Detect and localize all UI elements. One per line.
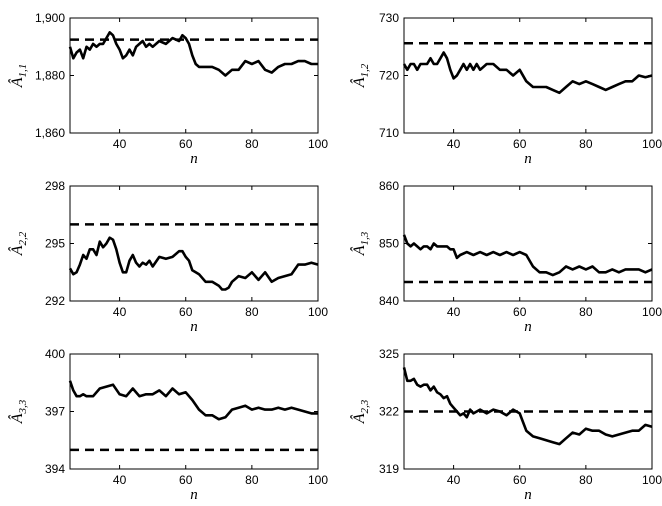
x-axis-label: n <box>524 151 532 167</box>
x-axis-label: n <box>524 319 532 335</box>
x-tick-label: 100 <box>308 473 328 487</box>
y-axis-label-symbol: Â <box>349 245 368 256</box>
y-tick-label: 325 <box>379 347 399 361</box>
y-tick-label: 400 <box>45 347 65 361</box>
y-tick-label: 295 <box>45 237 65 251</box>
x-tick-label: 100 <box>642 473 662 487</box>
y-axis-label-subscript: 2,3 <box>359 399 371 413</box>
x-tick-label: 40 <box>447 305 461 319</box>
y-axis-label-subscript: 2,2 <box>17 231 29 245</box>
x-tick-label: 80 <box>245 473 259 487</box>
x-axis-label: n <box>190 151 198 167</box>
y-axis-label: Â1,1 <box>7 64 29 89</box>
plot-frame <box>403 185 653 302</box>
y-tick-label: 1,900 <box>35 11 65 25</box>
y-axis-label: Â1,2 <box>349 63 371 88</box>
y-tick-label: 397 <box>45 405 65 419</box>
x-axis-label: n <box>190 319 198 335</box>
y-axis-label: Â2,3 <box>349 399 371 424</box>
y-axis-label-symbol: Â <box>7 77 26 88</box>
x-tick-label: 40 <box>113 473 127 487</box>
series-line <box>68 31 318 77</box>
y-tick-label: 730 <box>379 11 399 25</box>
y-tick-label: 292 <box>45 294 65 308</box>
y-axis-label-symbol: Â <box>349 77 368 88</box>
panel-5: 40 60 80 100 394 397 400 n Â3,3 <box>7 347 328 503</box>
x-axis-label: n <box>524 487 532 501</box>
series-line <box>402 367 653 446</box>
x-tick-label: 60 <box>513 137 527 151</box>
x-tick-label: 60 <box>513 473 527 487</box>
y-axis-label-subscript: 1,3 <box>359 231 371 245</box>
x-tick-label: 100 <box>308 137 328 151</box>
y-tick-label: 298 <box>45 179 65 193</box>
x-tick-label: 80 <box>245 137 259 151</box>
panel-1: 40 60 80 100 1,860 1,880 1,900 n Â1,1 <box>7 11 328 167</box>
x-tick-label: 40 <box>447 473 461 487</box>
x-tick-label: 40 <box>113 305 127 319</box>
series-line <box>68 236 319 291</box>
y-tick-label: 1,880 <box>35 69 65 83</box>
y-axis-label-symbol: Â <box>349 413 368 424</box>
plot-frame <box>403 17 653 134</box>
y-axis-label: Â1,3 <box>349 231 371 256</box>
y-axis-label-subscript: 1,1 <box>17 64 29 78</box>
y-axis-label-subscript: 1,2 <box>359 63 371 77</box>
x-axis-label: n <box>190 487 198 501</box>
x-tick-label: 60 <box>179 305 193 319</box>
y-tick-label: 710 <box>379 126 399 140</box>
x-tick-label: 100 <box>642 137 662 151</box>
x-tick-label: 100 <box>308 305 328 319</box>
x-tick-label: 40 <box>113 137 127 151</box>
x-tick-label: 100 <box>642 305 662 319</box>
x-tick-label: 60 <box>179 137 193 151</box>
series-line <box>402 51 653 95</box>
y-axis-label-subscript: 3,3 <box>17 399 29 414</box>
panel-3: 40 60 80 100 292 295 298 n Â2,2 <box>7 179 328 335</box>
x-tick-label: 40 <box>447 137 461 151</box>
x-tick-label: 80 <box>579 305 593 319</box>
y-axis-label: Â2,2 <box>7 231 29 256</box>
x-tick-label: 80 <box>245 305 259 319</box>
plot-frame <box>69 353 319 470</box>
y-axis-label-symbol: Â <box>7 413 26 424</box>
panel-6: 40 60 80 100 319 322 325 n Â2,3 <box>349 347 662 503</box>
y-tick-label: 1,860 <box>35 126 65 140</box>
y-tick-label: 322 <box>379 405 399 419</box>
panel-2: 40 60 80 100 710 720 730 n Â1,2 <box>349 11 662 167</box>
x-tick-label: 60 <box>179 473 193 487</box>
x-tick-label: 80 <box>579 473 593 487</box>
x-tick-label: 80 <box>579 137 593 151</box>
series-line <box>68 380 318 421</box>
panel-4: 40 60 80 100 840 850 860 n Â1,3 <box>349 179 662 335</box>
y-tick-label: 840 <box>379 294 399 308</box>
y-axis-label-symbol: Â <box>7 245 26 256</box>
y-tick-label: 394 <box>45 462 65 476</box>
y-tick-label: 860 <box>379 179 399 193</box>
x-tick-label: 60 <box>513 305 527 319</box>
y-tick-label: 720 <box>379 69 399 83</box>
y-axis-label: Â3,3 <box>7 399 29 424</box>
y-tick-label: 850 <box>379 237 399 251</box>
series-line <box>402 234 653 277</box>
y-tick-label: 319 <box>379 462 399 476</box>
